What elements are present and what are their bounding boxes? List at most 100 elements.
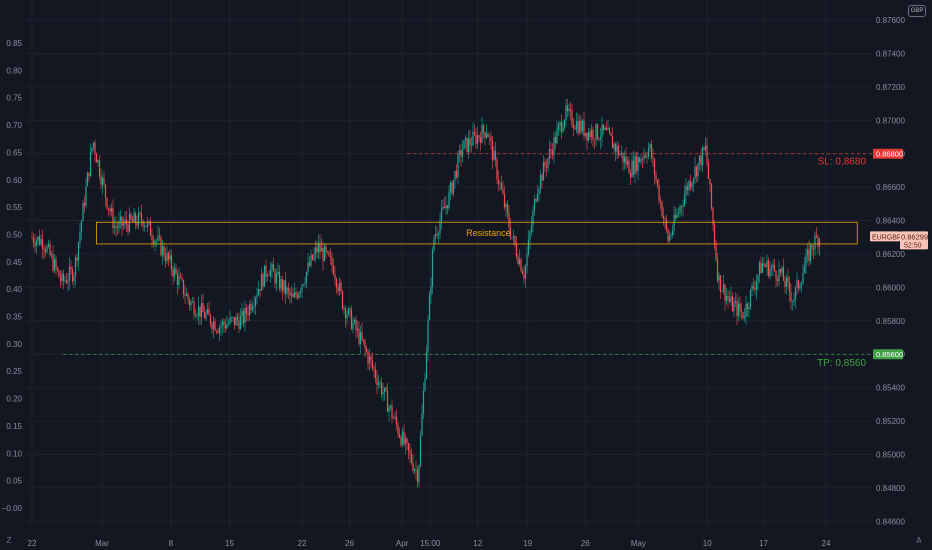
- candle-body: [269, 269, 272, 277]
- candle-body: [590, 129, 593, 137]
- candle-body: [620, 152, 623, 154]
- candle-body: [769, 268, 771, 277]
- candle-body: [760, 262, 762, 273]
- candle-body: [554, 136, 557, 144]
- candle-body: [812, 249, 815, 250]
- candle-body: [361, 331, 363, 340]
- candle-body: [425, 351, 428, 379]
- candle-body: [670, 234, 672, 237]
- candle-body: [116, 227, 119, 229]
- candle-body: [169, 255, 171, 260]
- candle-body: [164, 256, 167, 262]
- candle-body: [148, 221, 150, 222]
- candle-body: [83, 202, 86, 206]
- candle-body: [647, 148, 650, 157]
- candle-body: [221, 321, 224, 326]
- symbol-tag-text: EURGBP: [872, 234, 902, 241]
- candle-body: [730, 296, 732, 302]
- candle-body: [653, 158, 656, 175]
- stop-loss-price-text: 0.86800: [876, 150, 903, 159]
- candle-body: [598, 138, 600, 140]
- candle-body: [593, 139, 596, 141]
- candle-body: [763, 263, 765, 266]
- candle-body: [458, 150, 461, 155]
- candle-body: [320, 247, 323, 252]
- candlesticks: [31, 98, 821, 488]
- candle-body: [157, 235, 159, 241]
- candle-body: [665, 219, 668, 230]
- candle-body: [680, 206, 683, 208]
- candle-body: [791, 301, 794, 303]
- candle-body: [308, 262, 311, 266]
- resistance-zone[interactable]: [95, 221, 858, 245]
- time-axis-label: 10: [703, 539, 712, 548]
- zoom-logo-icon[interactable]: Z: [6, 536, 12, 545]
- left-axis-tick-label: 0.85: [6, 39, 22, 48]
- candle-body: [601, 124, 603, 138]
- candle-body: [632, 160, 635, 175]
- auto-scale-icon[interactable]: A: [916, 536, 922, 545]
- candle-body: [400, 437, 402, 446]
- candle-body: [656, 179, 659, 186]
- candle-body: [187, 293, 189, 300]
- candle-body: [104, 184, 107, 198]
- candle-body: [211, 324, 213, 329]
- candle-body: [142, 220, 144, 227]
- candle-body: [70, 266, 72, 270]
- candle-body: [419, 435, 422, 466]
- candle-body: [611, 135, 614, 149]
- left-axis-tick-label: 0.50: [6, 230, 22, 239]
- candle-body: [227, 323, 230, 325]
- candle-body: [499, 183, 501, 184]
- candle-body: [145, 225, 147, 227]
- candle-body: [578, 120, 581, 134]
- candle-body: [263, 265, 266, 287]
- current-price-text: 0.86299: [901, 232, 928, 241]
- candle-body: [146, 221, 149, 227]
- candle-body: [161, 245, 164, 256]
- candle-body: [313, 253, 315, 260]
- candle-body: [302, 284, 305, 286]
- candle-body: [352, 322, 354, 330]
- candle-body: [184, 294, 186, 296]
- candle-body: [790, 292, 792, 302]
- candle-body: [437, 233, 440, 236]
- candle-body: [239, 316, 242, 330]
- candle-body: [566, 105, 569, 112]
- candle-body: [818, 239, 821, 247]
- time-axis-label: 26: [581, 539, 590, 548]
- candle-body: [143, 225, 146, 227]
- candle-body: [392, 417, 395, 419]
- candle-body: [389, 405, 392, 408]
- candle-body: [305, 271, 308, 283]
- candle-body: [583, 120, 585, 136]
- candle-body: [737, 303, 740, 317]
- candle-body: [94, 142, 96, 155]
- candle-body: [185, 293, 188, 296]
- candle-body: [724, 284, 726, 301]
- left-axis-tick-label: −0.00: [2, 504, 23, 513]
- candle-body: [139, 212, 141, 214]
- candle-body: [341, 291, 344, 309]
- candle-body: [524, 266, 527, 279]
- candle-body: [431, 250, 434, 287]
- candle-body: [206, 308, 209, 314]
- candle-body: [395, 416, 398, 425]
- time-axis-label: 26: [345, 539, 354, 548]
- currency-badge[interactable]: GBP: [908, 5, 926, 17]
- candle-body: [140, 213, 143, 221]
- right-axis-tick-label: 0.85800: [876, 317, 905, 326]
- candle-body: [254, 298, 257, 306]
- candle-body: [452, 179, 455, 194]
- candle-body: [350, 309, 353, 330]
- candle-body: [356, 328, 359, 331]
- left-axis: 0.85 0.80 0.75 0.70 0.65 0.60 0.55 0.50 0.45 0.40…: [2, 39, 23, 513]
- candle-body: [101, 177, 104, 185]
- candle-body: [37, 236, 39, 241]
- right-axis-tick-label: 0.85200: [876, 417, 905, 426]
- candle-body: [637, 157, 639, 172]
- left-axis-tick-label: 0.15: [6, 422, 22, 431]
- candle-body: [332, 265, 335, 275]
- candle-body: [535, 199, 537, 202]
